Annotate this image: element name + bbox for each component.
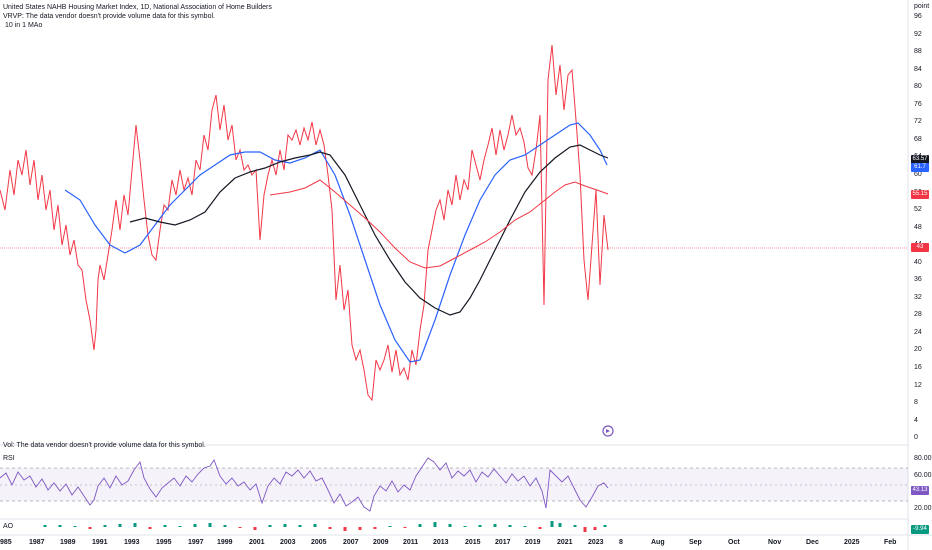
price-label-black-ma: 63.57	[911, 155, 929, 164]
time-tick: Aug	[651, 539, 665, 546]
vrvp-legend[interactable]: VRVP: The data vendor doesn't provide vo…	[3, 13, 215, 20]
time-tick: 8	[619, 539, 623, 546]
time-tick: 2007	[343, 539, 359, 546]
time-tick: 2005	[311, 539, 327, 546]
time-tick: 1993	[124, 539, 140, 546]
ma-red-line[interactable]	[269, 179, 609, 269]
time-tick: 2001	[249, 539, 265, 546]
time-tick: Dec	[806, 539, 819, 546]
price-tick: 76	[914, 100, 922, 108]
price-tick: 12	[914, 381, 922, 389]
time-tick: 2015	[465, 539, 481, 546]
price-tick: 4	[914, 416, 918, 424]
price-tick: 88	[914, 48, 922, 56]
time-tick: 2025	[844, 539, 860, 546]
ao-value-label: -9.94	[911, 525, 929, 534]
time-tick: 1997	[188, 539, 204, 546]
price-tick: 16	[914, 364, 922, 371]
price-tick: 24	[914, 328, 922, 336]
time-tick: 2019	[525, 539, 541, 546]
time-tick: 1987	[29, 539, 45, 546]
time-tick: 1995	[156, 539, 172, 546]
ao-histogram[interactable]	[43, 521, 607, 532]
time-tick: 2013	[433, 539, 449, 546]
price-label-blue-ma: 61.7	[911, 163, 929, 172]
ma-legend[interactable]: 10 in 1 MAo	[5, 22, 43, 29]
price-tick: 96	[914, 13, 922, 20]
price-label-last: 43	[911, 243, 929, 252]
time-tick: 985	[0, 539, 12, 546]
price-tick: 92	[914, 30, 922, 38]
chart-title: United States NAHB Housing Market Index,…	[3, 4, 272, 11]
rsi-band	[0, 468, 908, 501]
price-tick: 72	[914, 118, 922, 126]
price-tick: 48	[914, 223, 922, 231]
rsi-tick-20: 20.00	[914, 505, 932, 512]
rsi-tick-80: 80.00	[914, 455, 932, 462]
ma-blue-line[interactable]	[64, 122, 608, 363]
vol-legend[interactable]: Vol: The data vendor doesn't provide vol…	[3, 442, 206, 449]
time-tick: 2011	[403, 539, 419, 546]
price-unit: point	[914, 3, 930, 10]
price-tick: 68	[914, 135, 922, 143]
price-tick: 36	[914, 276, 922, 284]
rsi-legend[interactable]: RSI	[3, 455, 15, 462]
price-tick: 32	[914, 293, 922, 301]
price-tick: 84	[914, 65, 922, 73]
rsi-tick-60: 60.00	[914, 472, 932, 479]
price-tick: 28	[914, 311, 922, 319]
price-tick: 8	[914, 399, 918, 407]
time-tick: Sep	[689, 539, 702, 546]
time-tick: Feb	[884, 539, 897, 546]
price-tick: 20	[914, 346, 922, 354]
time-tick: 2023	[588, 539, 604, 546]
replay-icon[interactable]	[602, 425, 614, 437]
price-tick: 52	[914, 206, 922, 214]
time-tick: 1991	[92, 539, 108, 546]
time-tick: 2009	[373, 539, 389, 546]
time-tick: 1999	[217, 539, 233, 546]
ma-black-line[interactable]	[129, 144, 609, 316]
time-tick: Oct	[728, 539, 740, 546]
index-line[interactable]	[0, 44, 609, 402]
ao-legend[interactable]: AO	[3, 523, 14, 530]
time-tick: 2017	[495, 539, 511, 546]
time-tick: 1989	[60, 539, 76, 546]
rsi-value-label: 43.13	[911, 486, 929, 495]
price-tick: 0	[914, 434, 918, 442]
price-tick: 80	[914, 83, 922, 91]
price-tick: 60	[914, 170, 922, 178]
time-tick: 2003	[280, 539, 296, 546]
price-label-red-ma: 55.15	[911, 190, 929, 199]
time-tick: Nov	[768, 539, 782, 546]
price-tick: 40	[914, 258, 922, 266]
time-tick: 2021	[557, 539, 573, 546]
rsi-line[interactable]	[0, 457, 609, 512]
